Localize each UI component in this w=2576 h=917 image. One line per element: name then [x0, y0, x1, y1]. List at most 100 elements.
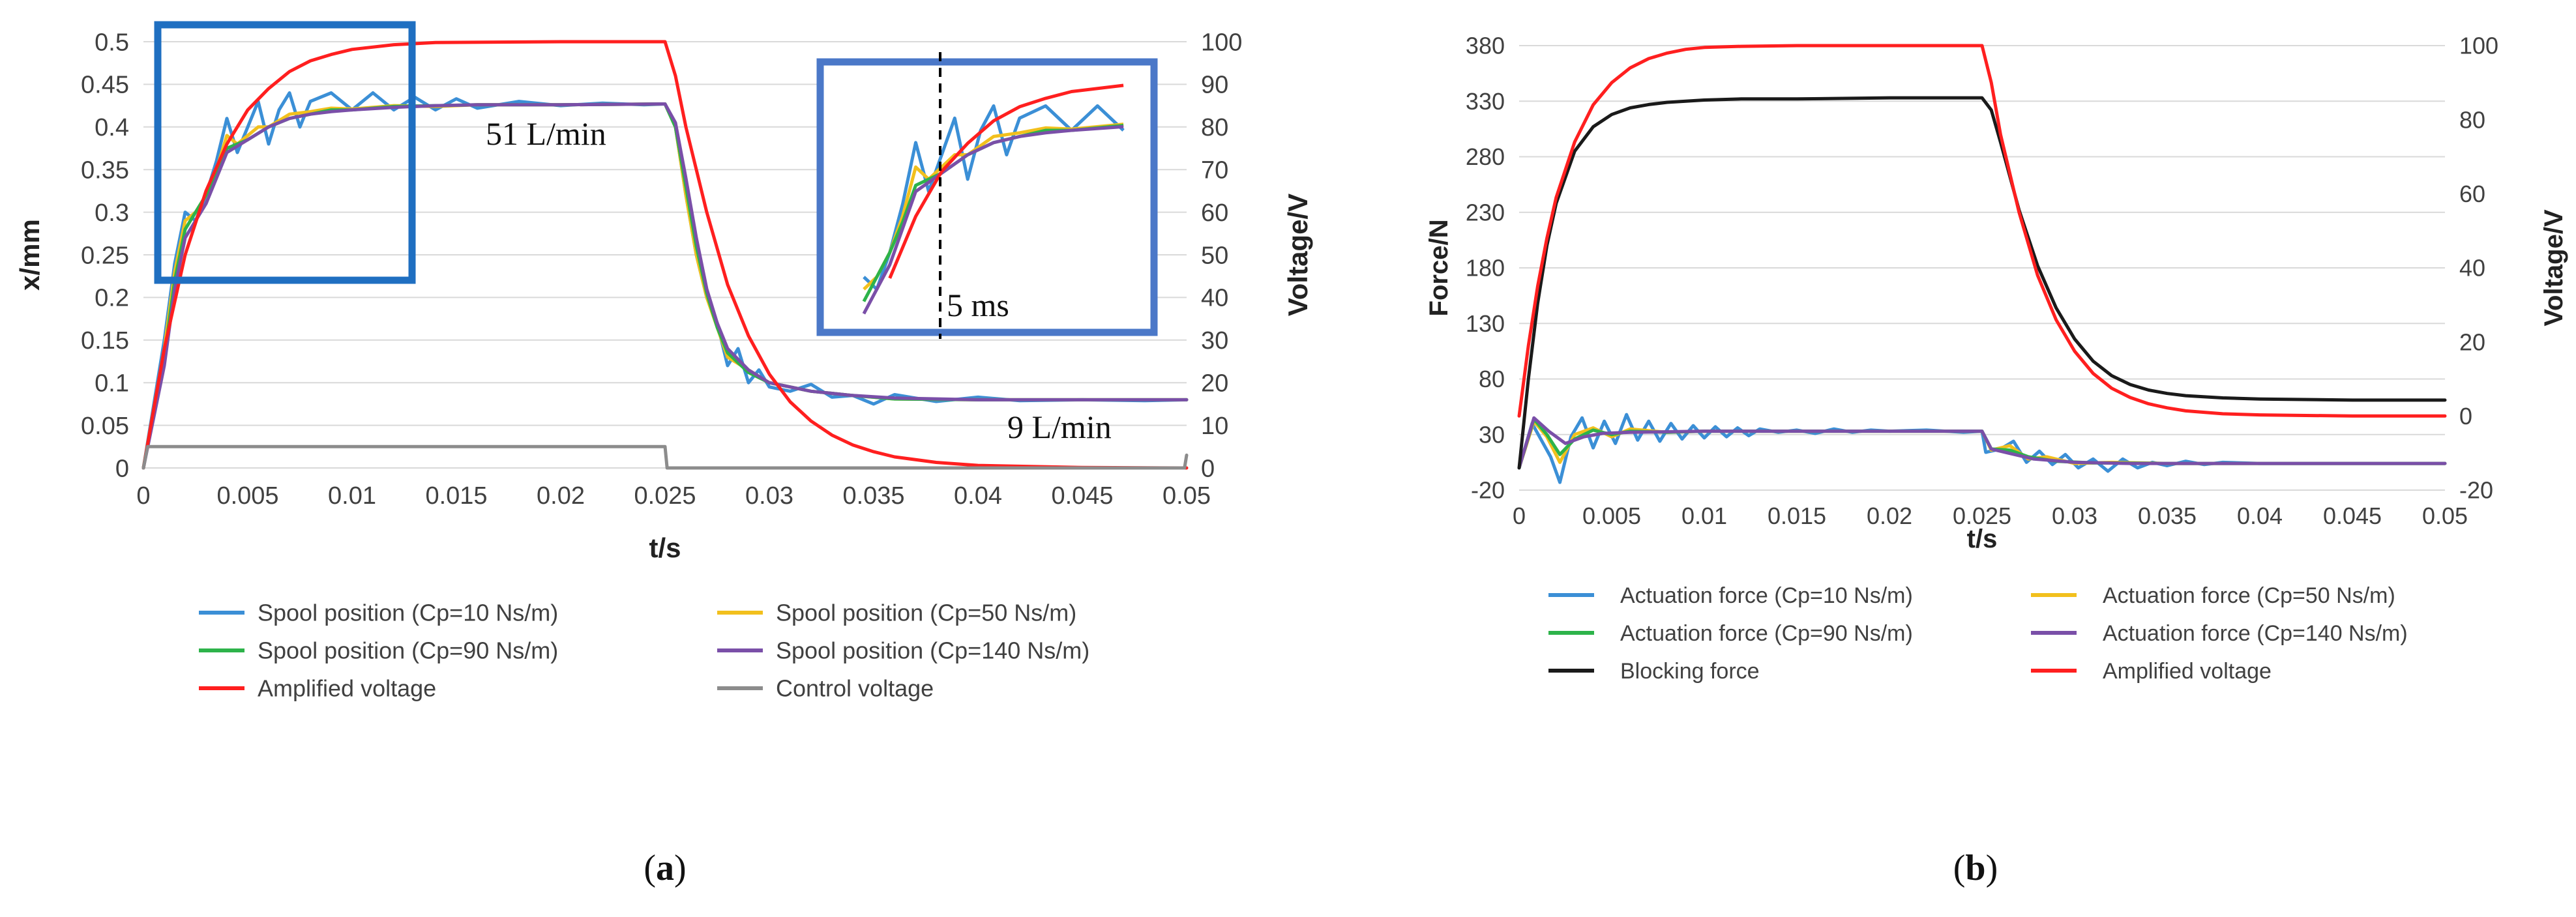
legend: Spool position (Cp=10 Ns/m) Spool positio…: [199, 600, 1089, 702]
x-tick-label: 0.035: [842, 482, 904, 510]
legend-entry: Actuation force (Cp=140 Ns/m): [2103, 621, 2408, 646]
x-tick-label: 0.005: [216, 482, 278, 510]
y-tick-label: 0: [115, 455, 129, 482]
inset-series-line: [863, 104, 1125, 291]
x-tick-label: 0.05: [2422, 502, 2468, 529]
x-tick-label: 0.03: [745, 482, 793, 510]
x-tick-label: 0.005: [1582, 502, 1641, 529]
y-tick-label: 0.4: [95, 114, 129, 141]
panel-label: (a): [644, 848, 686, 888]
y2-tick-label: 30: [1201, 327, 1228, 355]
annotation-51-lmin: 51 L/min: [486, 115, 606, 152]
inset-series-line: [888, 83, 1124, 279]
x-tick-label: 0.04: [2237, 502, 2283, 529]
x-axis-title: t/s: [649, 532, 681, 563]
y2-tick-label: 60: [2459, 181, 2485, 207]
y2-tick-label: 100: [2459, 33, 2498, 59]
y2-tick-label: 40: [1201, 285, 1228, 312]
legend-entry: Spool position (Cp=90 Ns/m): [258, 637, 558, 664]
x-axis-title: t/s: [1967, 525, 1998, 553]
legend-entry: Actuation force (Cp=10 Ns/m): [1620, 583, 1913, 608]
legend-entry: Amplified voltage: [258, 675, 436, 702]
legend-entry: Blocking force: [1620, 659, 1760, 684]
y2-tick-label: 70: [1201, 157, 1228, 184]
series-line-5: [1517, 96, 2447, 470]
y-tick-label: 0.5: [95, 29, 129, 56]
y-tick-label: 330: [1466, 88, 1505, 115]
y2-axis-title: Voltage/V: [1282, 194, 1313, 316]
legend-entry: Control voltage: [776, 675, 934, 702]
y2-tick-label: 40: [2459, 255, 2485, 282]
x-tick-label: 0.01: [328, 482, 376, 510]
annotation-9-lmin: 9 L/min: [1007, 409, 1112, 445]
x-tick-label: 0.03: [2052, 502, 2097, 529]
y-tick-label: 280: [1466, 143, 1505, 170]
panel-label-open: (: [644, 848, 656, 888]
inset-curves: [862, 83, 1125, 315]
chart-panel-a: 00.050.10.150.20.250.30.350.40.450.50102…: [14, 21, 1313, 888]
y-tick-label: 0.35: [81, 157, 129, 184]
x-tick-label: 0: [1513, 502, 1526, 529]
legend: Actuation force (Cp=10 Ns/m) Actuation fo…: [1548, 583, 2408, 684]
x-tick-label: 0.05: [1162, 482, 1211, 510]
series-line-5: [141, 40, 1189, 470]
x-tick-label: 0.015: [1768, 502, 1826, 529]
y2-tick-label: 60: [1201, 199, 1228, 227]
x-tick-label: 0.01: [1681, 502, 1727, 529]
legend-entry: Spool position (Cp=140 Ns/m): [776, 637, 1089, 664]
y-axis-title: x/mm: [14, 219, 45, 291]
y-tick-label: 0.45: [81, 72, 129, 99]
y2-tick-label: -20: [2459, 477, 2493, 504]
panel-label-letter: a: [656, 848, 674, 888]
legend-entry: Actuation force (Cp=90 Ns/m): [1620, 621, 1913, 646]
y2-tick-label: 20: [2459, 328, 2485, 355]
series-line-6: [141, 444, 1189, 470]
y-tick-label: 0.25: [81, 242, 129, 269]
series-group: [141, 40, 1189, 470]
y2-tick-label: 80: [1201, 114, 1228, 141]
chart-panel-b: -20 30 80 130 180 230 280 330 380 -20 0 20 40 60 80 100…: [1425, 33, 2568, 888]
series-line-4: [1517, 416, 2447, 470]
y-tick-label: 180: [1466, 255, 1505, 282]
legend-entry: Spool position (Cp=10 Ns/m): [258, 600, 558, 626]
y2-tick-label: 90: [1201, 72, 1228, 99]
y-tick-label: 0.2: [95, 285, 129, 312]
y-tick-label: 30: [1479, 421, 1505, 448]
legend-entry: Actuation force (Cp=50 Ns/m): [2103, 583, 2395, 608]
gridlines: [1519, 45, 2445, 491]
annotations: 5 ms 51 L/min 9 L/min: [154, 21, 1158, 445]
x-tick-label: 0.02: [1867, 502, 1912, 529]
panel-label-close: ): [674, 848, 687, 888]
y2-tick-label: 10: [1201, 413, 1228, 440]
y-tick-label: 130: [1466, 310, 1505, 337]
series-line-6: [1517, 44, 2447, 418]
zoom-region-box: [154, 21, 416, 284]
series-line-4: [141, 102, 1189, 470]
y2-tick-label: 50: [1201, 242, 1228, 269]
x-tick-label: 0.045: [1051, 482, 1113, 510]
y-tick-label: 0.15: [81, 327, 129, 355]
x-tick-label: 0: [136, 482, 150, 510]
x-tick-label: 0.025: [1953, 502, 2011, 529]
y-tick-label: 380: [1466, 33, 1505, 59]
x-tick-label: 0.04: [954, 482, 1002, 510]
series-group: [1517, 44, 2447, 484]
y-tick-label: 0.1: [95, 370, 129, 398]
y-tick-label: -20: [1471, 477, 1505, 504]
y-tick-label: 80: [1479, 366, 1505, 392]
x-tick-label: 0.02: [537, 482, 585, 510]
x-tick-label: 0.045: [2323, 502, 2382, 529]
y2-tick-label: 0: [1201, 455, 1215, 482]
y-axis-title: Force/N: [1425, 220, 1453, 317]
y-tick-label: 0.05: [81, 413, 129, 440]
panel-label-close: ): [1986, 848, 1998, 888]
panel-label: (b): [1953, 848, 1998, 888]
x-tick-label: 0.025: [634, 482, 696, 510]
y-tick-label: 230: [1466, 199, 1505, 226]
annotation-5ms: 5 ms: [947, 287, 1009, 323]
y2-tick-label: 80: [2459, 106, 2485, 133]
x-tick-label: 0.015: [425, 482, 487, 510]
y2-axis-title: Voltage/V: [2539, 209, 2568, 327]
y2-tick-label: 0: [2459, 403, 2472, 429]
y2-tick-label: 100: [1201, 29, 1242, 56]
